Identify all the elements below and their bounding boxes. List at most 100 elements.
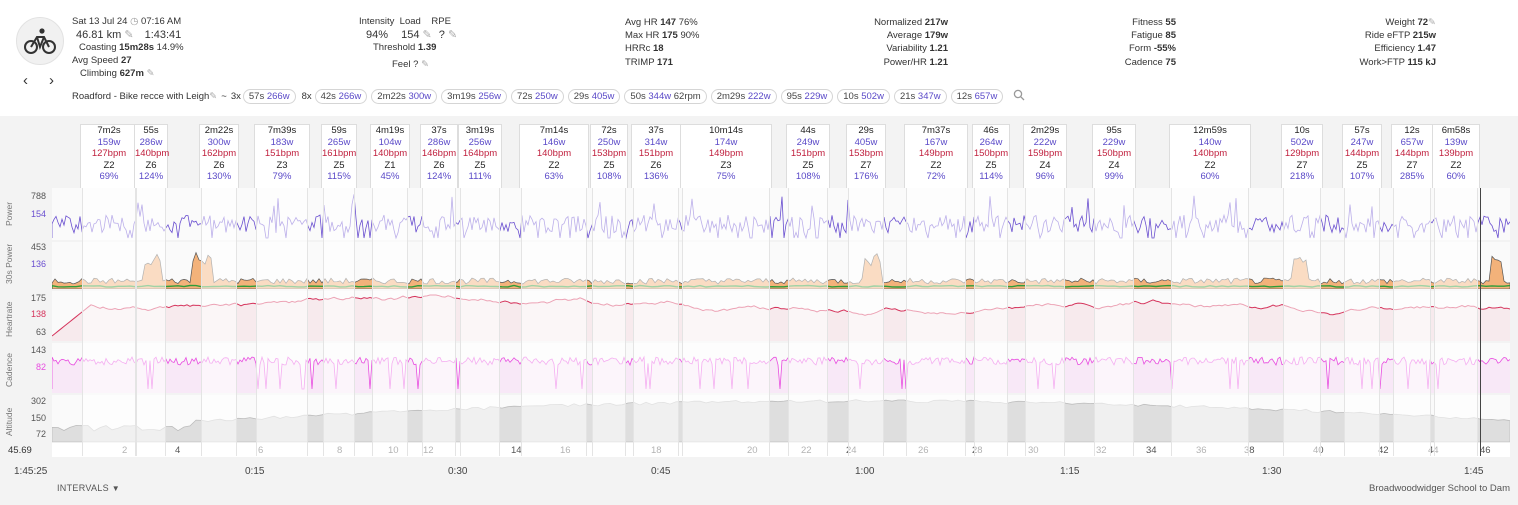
interval-pill[interactable]: 42s 266w [314, 89, 368, 104]
interval-box[interactable]: 4m19s 104w 140bpm Z1 45% [370, 124, 410, 189]
interval-box[interactable]: 6m58s 139w 139bpm Z2 60% [1432, 124, 1480, 189]
interval-band [1171, 188, 1249, 456]
power-hr-value: 1.21 [929, 56, 949, 68]
coasting-time: 15m28s [119, 42, 155, 53]
interval-box[interactable]: 95s 229w 150bpm Z4 99% [1092, 124, 1136, 189]
interval-pill[interactable]: 57s 266w [242, 89, 296, 104]
power-tick-mid: 154 [30, 209, 46, 219]
edit-climbing-icon[interactable]: ✎ [146, 68, 155, 79]
rpe-value[interactable]: ? [438, 29, 445, 41]
load-values: 94% 154 ✎ ? ✎ [366, 28, 457, 41]
prev-activity-button[interactable]: ‹ [23, 72, 28, 89]
interval-box[interactable]: 7m2s 159w 127bpm Z2 69% [80, 124, 138, 189]
edit-name-icon[interactable]: ✎ [209, 91, 218, 102]
interval-box[interactable]: 37s 286w 146bpm Z6 124% [420, 124, 458, 189]
axis-left-value: 45.69 [8, 445, 32, 456]
interval-watts: 300w [207, 136, 231, 148]
interval-box[interactable]: 2m22s 300w 162bpm Z6 130% [199, 124, 239, 189]
interval-pill[interactable]: 12s 657w [950, 89, 1004, 104]
interval-heartrate: 151bpm [638, 148, 674, 160]
interval-percent: 45% [380, 171, 400, 183]
interval-pill[interactable]: 3m19s 256w [441, 89, 508, 104]
interval-pill[interactable]: 95s 229w [780, 89, 834, 104]
edit-distance-icon[interactable]: ✎ [124, 29, 134, 41]
interval-percent: 108% [795, 171, 821, 183]
time-tick: 0:15 [245, 466, 265, 477]
interval-zone: Z5 [802, 159, 814, 171]
interval-box[interactable]: 7m39s 183w 151bpm Z3 79% [254, 124, 310, 189]
interval-box[interactable]: 7m14s 146w 140bpm Z2 63% [519, 124, 589, 189]
interval-box[interactable]: 72s 250w 153bpm Z5 108% [590, 124, 628, 189]
avg-speed-row: Avg Speed 27 [72, 55, 132, 66]
interval-box[interactable]: 59s 265w 161bpm Z5 115% [321, 124, 357, 189]
interval-pill[interactable]: 29s 405w [567, 89, 621, 104]
search-icon[interactable] [1013, 89, 1025, 104]
interval-box[interactable]: 44s 249w 151bpm Z5 108% [786, 124, 830, 189]
interval-percent: 114% [979, 171, 1003, 183]
interval-percent: 124% [426, 171, 452, 183]
interval-heartrate: 129bpm [1284, 148, 1320, 160]
interval-box[interactable]: 46s 264w 150bpm Z5 114% [972, 124, 1010, 189]
interval-pill[interactable]: 2m29s 222w [710, 89, 777, 104]
edit-feel-icon[interactable]: ✎ [421, 59, 430, 70]
interval-percent: 218% [1289, 171, 1315, 183]
interval-watts: 139w [1444, 136, 1468, 148]
interval-box[interactable]: 7m37s 167w 149bpm Z2 72% [904, 124, 968, 189]
interval-zone: Z2 [930, 159, 942, 171]
feel-row[interactable]: Feel ? ✎ [392, 59, 429, 70]
interval-watts: 167w [924, 136, 948, 148]
edit-weight-icon[interactable]: ✎ [1428, 17, 1436, 28]
cursor-line[interactable] [1480, 188, 1481, 456]
avg-hr-pct: 76% [678, 17, 698, 28]
interval-heartrate: 146bpm [421, 148, 457, 160]
interval-watts: 286w [427, 136, 451, 148]
interval-percent: 107% [1349, 171, 1375, 183]
interval-box[interactable]: 55s 286w 140bpm Z6 124% [134, 124, 169, 189]
interval-box[interactable]: 2m29s 222w 159bpm Z4 96% [1023, 124, 1067, 189]
interval-percent: 115% [327, 171, 351, 183]
pill-time: 42s [320, 91, 336, 102]
interval-watts: 174w [714, 136, 738, 148]
interval-pill[interactable]: 72s 250w [511, 89, 564, 104]
repeat-8x: 8x [301, 91, 312, 102]
interval-pill[interactable]: 10s 502w [837, 89, 890, 104]
interval-box[interactable]: 57s 247w 144bpm Z5 107% [1342, 124, 1382, 189]
interval-zone: Z3 [720, 159, 732, 171]
activity-name[interactable]: Roadford - Bike recce with Leigh [72, 91, 210, 102]
interval-duration: 7m39s [267, 125, 297, 136]
load-label: Load [399, 16, 421, 27]
next-activity-button[interactable]: › [49, 72, 54, 89]
power30-tick-mid: 136 [30, 259, 46, 269]
cadence-value: 75 [1165, 56, 1176, 68]
distance-row[interactable]: 46.81 km ✎ 1:43:41 [76, 28, 181, 41]
interval-box[interactable]: 37s 314w 151bpm Z6 136% [631, 124, 681, 189]
interval-zone: Z4 [1039, 159, 1051, 171]
interval-heartrate: 150bpm [973, 148, 1009, 160]
interval-heartrate: 149bpm [918, 148, 954, 160]
rpe-label: RPE [431, 16, 451, 27]
feel-value[interactable]: ? [413, 59, 419, 70]
interval-box[interactable]: 12m59s 140w 140bpm Z2 60% [1169, 124, 1251, 189]
fatigue-label: Fatigue [1131, 30, 1163, 42]
interval-duration: 29s [858, 125, 874, 136]
interval-heartrate: 153bpm [848, 148, 884, 160]
hr-tick-min: 63 [35, 327, 46, 337]
pill-time: 2m22s [377, 91, 406, 102]
intervals-dropdown[interactable]: INTERVALS ▼ [57, 483, 120, 493]
interval-pills: 57s 266w 8x 42s 266w 2m22s 300w 3m19s 256w 72… [242, 89, 1007, 104]
interval-box[interactable]: 10s 502w 129bpm Z7 218% [1281, 124, 1323, 189]
avg-hr-label: Avg HR [625, 17, 658, 28]
activity-summary-row: Roadford - Bike recce with Leigh ✎ ~ 3x … [72, 89, 1025, 104]
interval-pill[interactable]: 21s 347w [893, 89, 947, 104]
interval-box[interactable]: 10m14s 174w 149bpm Z3 75% [680, 124, 772, 189]
edit-load-icon[interactable]: ✎ [422, 29, 432, 41]
interval-box[interactable]: 12s 657w 144bpm Z7 285% [1391, 124, 1433, 189]
interval-box[interactable]: 29s 405w 153bpm Z7 176% [846, 124, 886, 189]
interval-zone: Z2 [103, 159, 115, 171]
interval-box[interactable]: 3m19s 256w 164bpm Z5 111% [458, 124, 502, 189]
interval-pill[interactable]: 2m22s 300w [371, 89, 438, 104]
interval-band [633, 188, 679, 456]
interval-pill[interactable]: 50s 344w 62rpm [624, 89, 707, 104]
edit-rpe-icon[interactable]: ✎ [447, 29, 458, 41]
interval-duration: 7m2s [97, 125, 121, 136]
